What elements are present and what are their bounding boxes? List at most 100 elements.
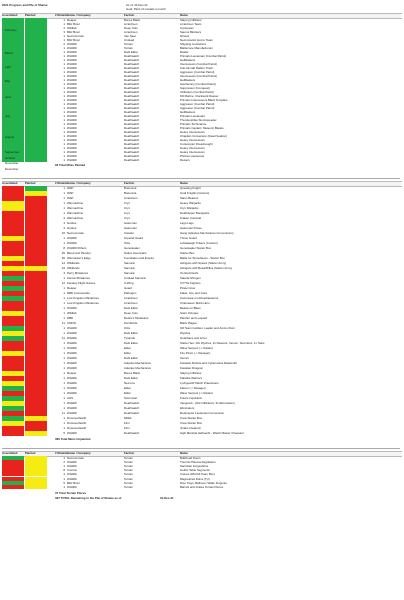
model-name: Future Inquisition [180, 395, 203, 400]
model-name: Phobos Lieutenant [180, 153, 205, 158]
model-name: Heavy Intercessors [180, 129, 205, 134]
game-company: WH40K [67, 97, 77, 102]
model-count: 1 [63, 57, 65, 62]
model-count: 8 [63, 468, 65, 473]
assembled-status [2, 305, 24, 311]
model-name: Bulkhead Doors [180, 455, 201, 460]
table-row: 11 WH40K Tyranids Guardians and turret [0, 336, 404, 340]
assembled-status [2, 340, 24, 346]
model-name: Primaris Intercessors Black Templars [180, 97, 228, 102]
game-company: Warmachine [67, 215, 84, 220]
table-row: 1 WH40K Deathwatch Eliminators [0, 406, 404, 410]
model-name: Ashigaru with Bows/Rifles (Starter Army) [180, 265, 233, 270]
painted-status [25, 73, 47, 78]
model-name: Lychguard/Triarch Praetorians [180, 380, 219, 385]
model-count: 1 [63, 113, 65, 118]
game-company: Fantasy Flight Games [67, 280, 96, 285]
model-count: 1 [63, 330, 65, 335]
faction: Cryx [124, 215, 130, 220]
model-name: Slaying Infiltrator [180, 370, 202, 375]
table-header-terrain [2, 451, 402, 457]
assembled-status [2, 149, 24, 154]
model-name: Magnetized Ruins (Tyr) [180, 476, 210, 481]
assembled-status [2, 25, 24, 30]
model-name: Kastelan Robots and Cybernetica Datasmit… [180, 360, 237, 365]
column-header: Faction [124, 13, 135, 17]
table-row: 1 WH40K Imperial Guard Thrive Guard [0, 236, 404, 240]
month-label: February [5, 28, 17, 32]
painted-status [25, 93, 47, 98]
model-count: 1 [63, 325, 65, 330]
model-count: 3 [63, 29, 65, 34]
table-row: 1 WH40K Terrain Sacristan Forgeshrine [0, 464, 404, 468]
faction: Deathwatch [124, 405, 140, 410]
model-name: Beasts on Bikes [180, 305, 201, 310]
faction: Foundation and Empire [124, 255, 155, 260]
assembled-status [2, 320, 24, 326]
table-row: 1 WH40K Dark Eldar Raider [0, 50, 404, 54]
table-row: 3 Blitz Bowl Lizardmen Saurus Blockers [0, 30, 404, 34]
table-row: 1 WH40K Eldar Wave Serpent (-> Raider) [0, 391, 404, 395]
painted-status [25, 455, 47, 460]
game-company: Warmachine [67, 205, 84, 210]
painted-status [25, 285, 47, 291]
faction: Eldar [124, 345, 131, 350]
model-name: Takeda Shingen [180, 275, 201, 280]
model-count: 1 [63, 365, 65, 370]
table-row: 1 WH40K Deathwatch Anti-Aircraft Railton Tr… [0, 66, 404, 70]
painted-status [25, 215, 47, 221]
assembled-status [2, 89, 24, 94]
model-name: Primaris Lieutenant [180, 113, 205, 118]
model-count: 1 [63, 345, 65, 350]
table-row: 16 Necromunda Cawdor Gang (Adeptus Mechanic… [0, 231, 404, 235]
assembled-status [2, 390, 24, 396]
table-row: 1 Lost Kingdom Miniatures Lizardmen Chamele… [0, 301, 404, 305]
faction: Stormcast [124, 395, 138, 400]
game-company: WH40K [67, 145, 77, 150]
assembled-status [2, 250, 24, 256]
assembled-status [2, 109, 24, 114]
table-row: 1 WH40K Deathwatch Heavy Intercessors [0, 130, 404, 134]
model-count: 1 [63, 350, 65, 355]
model-name: Shipping Containers [180, 41, 207, 46]
model-count: 1 [63, 484, 65, 489]
assembled-status [2, 210, 24, 216]
model-name: Aggressor (Combat Patrol) [180, 101, 215, 106]
assembled-status [2, 73, 24, 78]
game-company: Lost Kingdom Miniatures [67, 300, 99, 305]
game-company: WH40K [67, 157, 77, 162]
section-divider [2, 178, 400, 179]
game-company: WH40K [67, 129, 77, 134]
painted-status [25, 25, 47, 30]
game-company: WH40K [67, 476, 77, 481]
assembled-status [2, 395, 24, 401]
model-count: 1 [63, 49, 65, 54]
model-count: 11 [61, 335, 65, 340]
model-name: Carnosaur-on-Dinophaeaurus [180, 295, 219, 300]
assembled-status [2, 400, 24, 406]
model-count: 1 [63, 133, 65, 138]
model-name: Eliminators [180, 405, 195, 410]
total-unpainted: 366 Total Minis Unpainted [55, 437, 91, 441]
game-company: WH40K [67, 390, 77, 395]
faction: Genestealer [124, 245, 140, 250]
assembled-status [2, 335, 24, 341]
faction: Undead [124, 37, 135, 42]
faction: Cawdor [124, 230, 134, 235]
assembled-status [2, 468, 24, 473]
painted-status [25, 149, 47, 154]
table-row: 1 Necromunda Terrain Bulkhead Doors [0, 456, 404, 460]
model-count: 1 [63, 53, 65, 58]
faction: Orks [124, 240, 131, 245]
game-company: DBD Cosmoscide [67, 290, 90, 295]
grand-total: 397 TOTAL Remaining in the Pile of Shame… [55, 496, 122, 500]
painted-status [25, 400, 47, 406]
painted-status [25, 133, 47, 138]
model-count: 1 [63, 137, 65, 142]
model-name: Guardians and turret [180, 335, 207, 340]
month-label: October [5, 156, 16, 160]
model-name: Jinako (cleared) [180, 425, 201, 430]
game-company: Wildlands [67, 265, 80, 270]
faction: Bretonnia [124, 185, 137, 190]
faction: Van Saar [124, 33, 136, 38]
